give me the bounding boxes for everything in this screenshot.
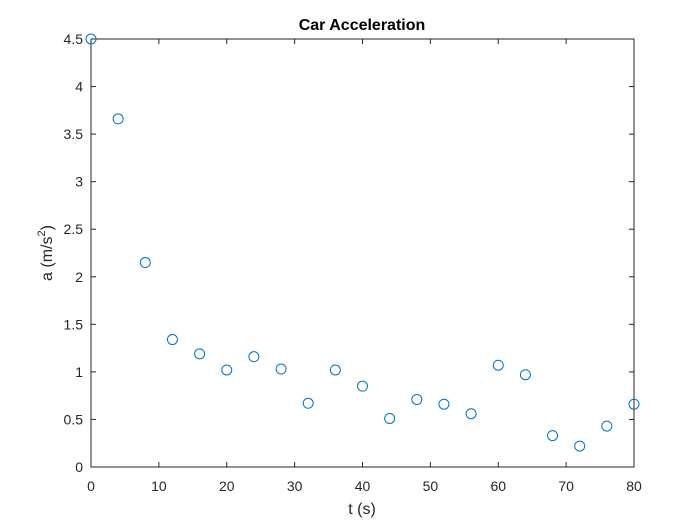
y-axis-label: a (m/s2) [36,225,56,281]
y-tick-label: 2.5 [64,221,84,237]
data-point [438,398,450,410]
y-tick-label: 4 [75,79,83,95]
data-point [601,420,613,432]
y-tick-label: 2 [75,269,83,285]
data-point [411,393,423,405]
data-point [275,363,287,375]
y-axis-label-suffix: ) [39,225,56,230]
x-tick-label: 60 [490,478,506,494]
x-tick-label: 10 [151,478,167,494]
x-tick-label: 50 [423,478,439,494]
data-point [384,412,396,424]
y-tick-label: 3.5 [64,126,84,142]
data-point [329,364,341,376]
data-point [221,364,233,376]
data-point [628,398,640,410]
data-point [248,351,260,363]
data-point [166,334,178,346]
data-point [574,440,586,452]
x-tick-label: 20 [219,478,235,494]
data-point [194,348,206,360]
x-tick-label: 80 [626,478,642,494]
data-point [357,380,368,392]
ticks-layer: 0 10 20 30 40 50 60 70 80 0 0.5 1 1.5 2 2.5 3 3.5 4 4.5 [64,31,642,494]
y-tick-label: 0 [75,459,83,475]
y-tick-label: 1.5 [64,316,84,332]
data-point [139,257,151,269]
data-point [492,359,504,371]
points-layer [85,33,640,452]
y-tick-label: 0.5 [64,411,84,427]
y-tick-label: 3 [75,174,83,190]
chart-title: Car Acceleration [299,17,426,34]
data-point [302,397,314,409]
data-point [465,408,477,420]
plot-area [90,38,635,468]
y-tick-label: 1 [75,364,83,380]
x-tick-label: 40 [355,478,371,494]
x-tick-label: 30 [287,478,303,494]
data-point [547,430,559,442]
data-point [112,113,124,125]
x-tick-label: 0 [87,478,95,494]
x-tick-label: 70 [558,478,574,494]
x-axis-label: t (s) [348,501,376,518]
y-axis-label-prefix: a (m/s [39,237,56,281]
y-axis-label-exponent: 2 [36,230,48,236]
y-tick-label: 4.5 [64,31,84,47]
data-point [519,369,531,381]
data-point [85,33,97,45]
